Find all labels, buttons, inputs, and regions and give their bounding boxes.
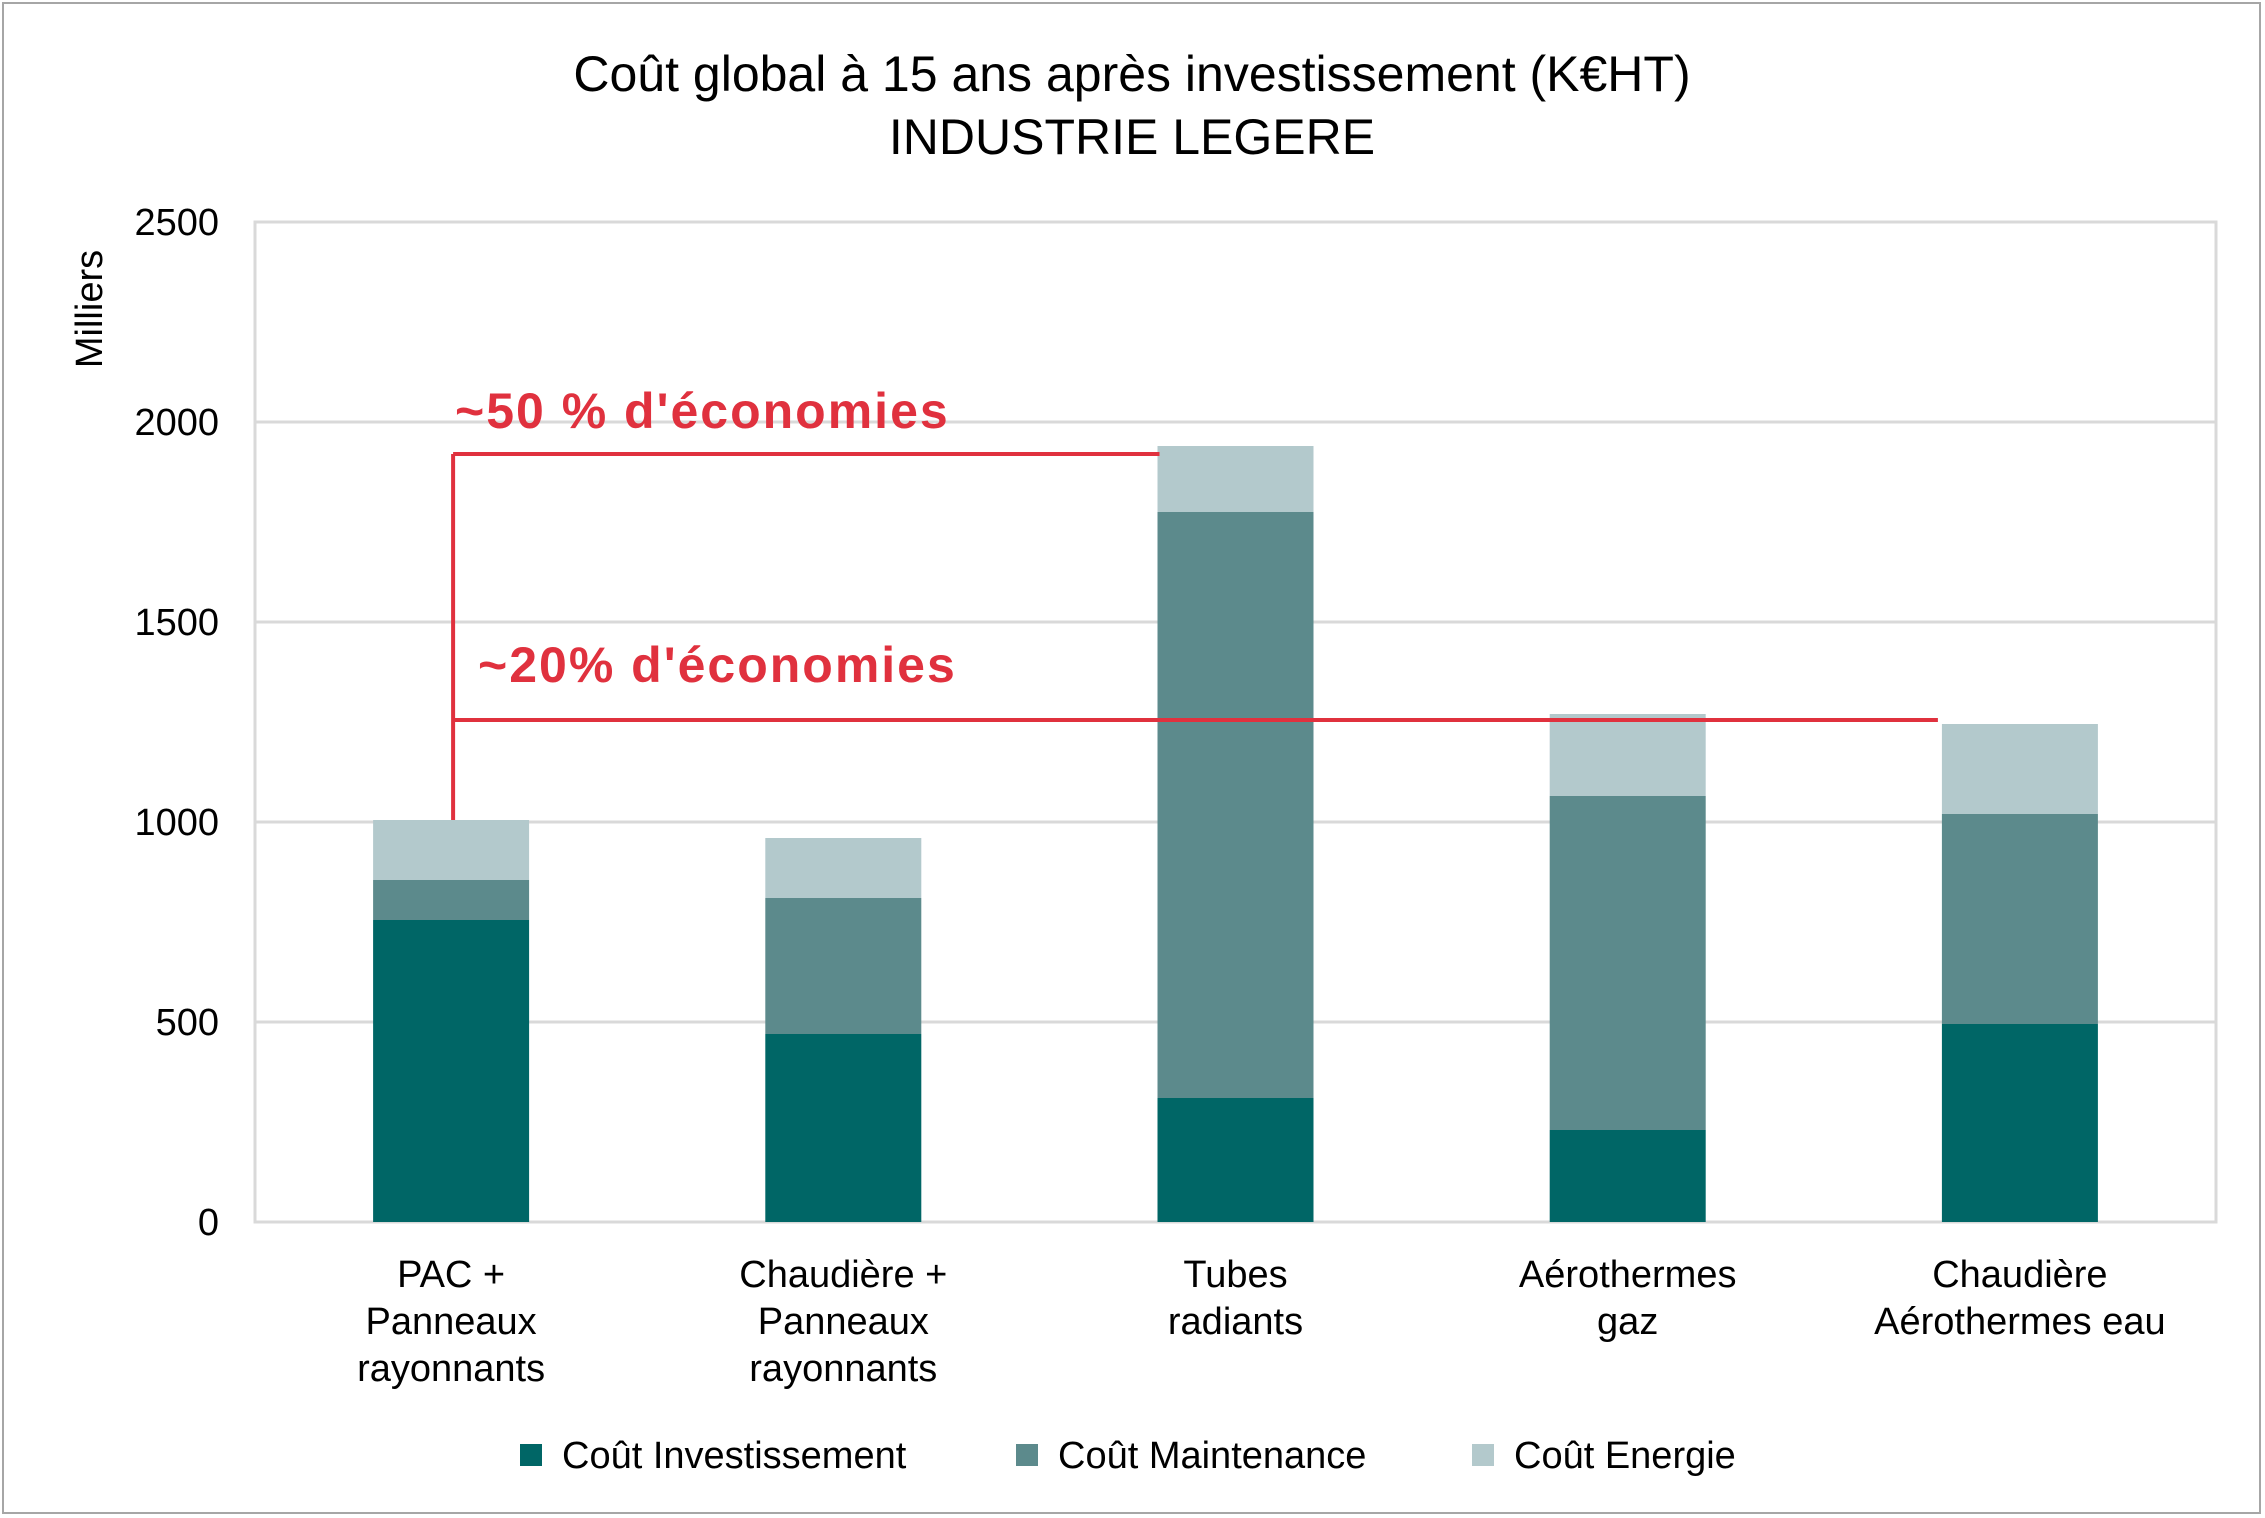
annotations: ~50 % d'économies ~20% d'économies (451, 383, 1938, 820)
bar-segment-energie (1549, 714, 1706, 796)
legend-label: Coût Investissement (562, 1435, 907, 1477)
y-axis-label: Milliers (69, 250, 111, 368)
annotation-label: ~50 % d'économies (455, 383, 950, 439)
chart-title-line2: INDUSTRIE LEGERE (889, 109, 1375, 165)
annotation-label: ~20% d'économies (478, 637, 957, 693)
y-tick-label: 2500 (134, 202, 219, 244)
bar-segment-investissement (1157, 1098, 1314, 1222)
x-axis: PAC + Panneaux rayonnants Chaudière + Pannea… (357, 1254, 2166, 1390)
chart-title: Coût global à 15 ans après investissemen… (573, 46, 1690, 165)
y-tick-label: 2000 (134, 402, 219, 444)
y-tick-label: 0 (198, 1202, 219, 1244)
legend-label: Coût Energie (1514, 1435, 1736, 1477)
legend-swatch (520, 1444, 542, 1466)
y-tick-label: 500 (156, 1002, 219, 1044)
bar-segment-investissement (373, 920, 530, 1222)
legend-swatch (1016, 1444, 1038, 1466)
legend: Coût Investissement Coût Maintenance Coût … (520, 1435, 1736, 1477)
x-tick-label: PAC + Panneaux rayonnants (357, 1254, 545, 1390)
bar-segment-maintenance (1157, 512, 1314, 1098)
bar-segment-maintenance (1549, 796, 1706, 1130)
legend-label: Coût Maintenance (1058, 1435, 1366, 1477)
y-tick-label: 1500 (134, 602, 219, 644)
stacked-bar-chart: Coût global à 15 ans après investissemen… (69, 46, 2218, 1477)
bars (373, 446, 2098, 1222)
y-tick-label: 1000 (134, 802, 219, 844)
x-tick-label: Chaudière + Panneaux rayonnants (739, 1254, 947, 1390)
y-axis: 0 500 1000 1500 2000 2500 (134, 202, 219, 1244)
chart-title-line1: Coût global à 15 ans après investissemen… (573, 46, 1690, 102)
x-tick-label: Aérothermes gaz (1519, 1254, 1737, 1343)
bar-segment-energie (373, 820, 530, 880)
bar-segment-investissement (765, 1034, 922, 1222)
bar-segment-maintenance (373, 880, 530, 920)
x-tick-label: Chaudière Aérothermes eau (1874, 1254, 2166, 1343)
legend-swatch (1472, 1444, 1494, 1466)
bar-segment-maintenance (765, 898, 922, 1034)
bar-segment-energie (1941, 724, 2098, 814)
x-tick-label: Tubes radiants (1168, 1254, 1303, 1343)
bar-segment-maintenance (1941, 814, 2098, 1024)
bar-segment-energie (1157, 446, 1314, 512)
bar-segment-energie (765, 838, 922, 898)
bar-segment-investissement (1549, 1130, 1706, 1222)
bar-segment-investissement (1941, 1024, 2098, 1222)
